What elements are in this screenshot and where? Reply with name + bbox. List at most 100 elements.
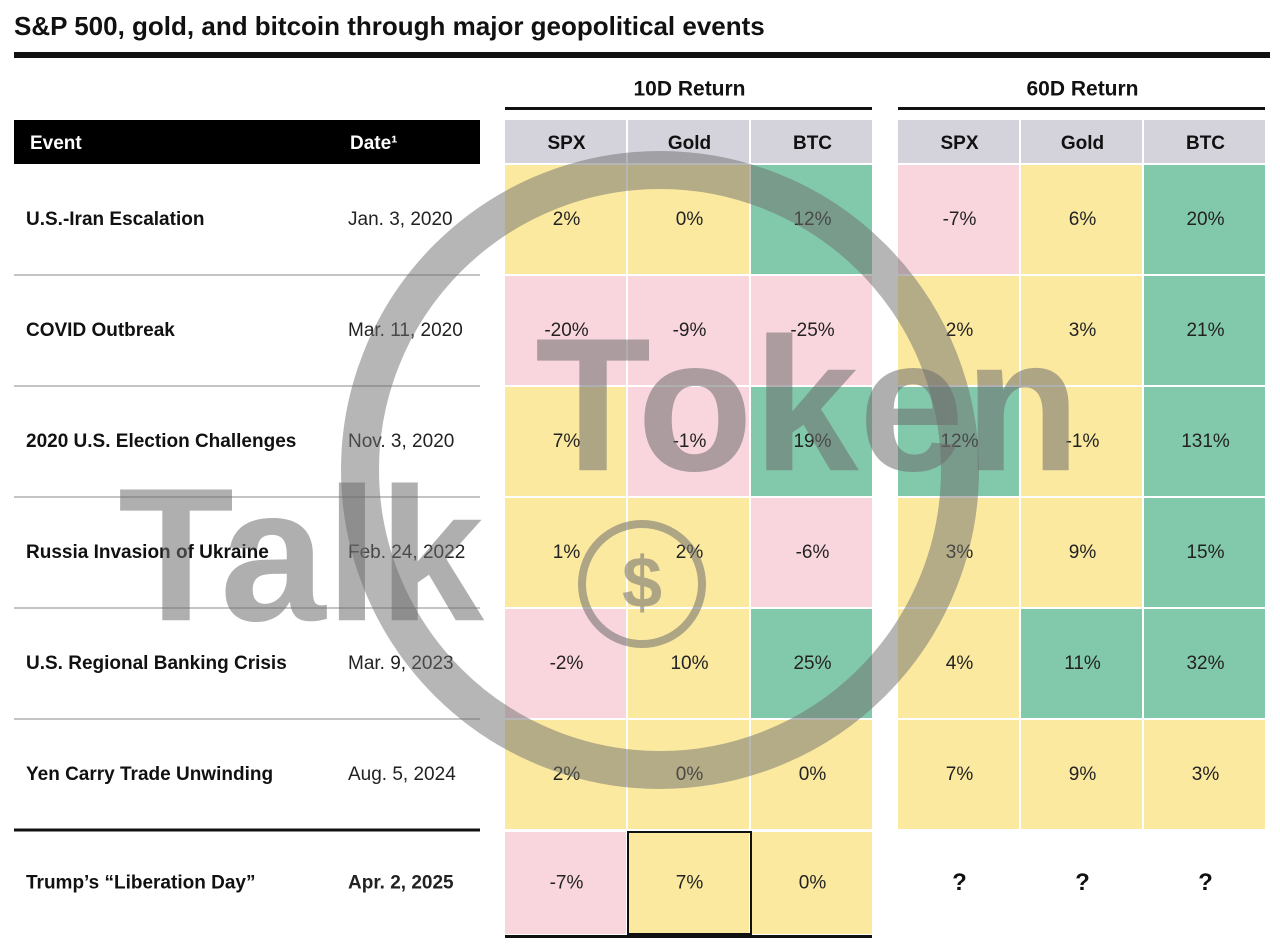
column-header-bg [1144, 120, 1265, 163]
event-name: U.S. Regional Banking Crisis [26, 653, 287, 674]
cell-value: 3% [1192, 764, 1220, 785]
cell-value: 131% [1181, 431, 1230, 452]
event-name: Yen Carry Trade Unwinding [26, 764, 273, 785]
cell-bg [505, 276, 626, 385]
event-date: Aug. 5, 2024 [348, 764, 456, 785]
cell-value: 2% [946, 320, 974, 341]
cell-bg [505, 387, 626, 496]
cell-value: -2% [550, 653, 584, 674]
cell-bg [1144, 609, 1265, 718]
cell-bg [628, 387, 749, 496]
column-header: Gold [668, 133, 711, 154]
title: S&P 500, gold, and bitcoin through major… [14, 11, 765, 41]
column-header: SPX [547, 133, 585, 154]
cell-bg [1144, 832, 1265, 934]
cell-value: ? [1198, 869, 1213, 896]
cell-value: 7% [553, 431, 581, 452]
header-date: Date¹ [350, 133, 398, 154]
cell-bg [1144, 165, 1265, 274]
cell-bg [1021, 720, 1142, 829]
cell-bg [1021, 387, 1142, 496]
cell-value: 11% [1064, 653, 1101, 674]
cell-value: 3% [1069, 320, 1097, 341]
cell-bg [628, 276, 749, 385]
watermark-text: Talk [118, 449, 484, 661]
cell-value: 1% [553, 542, 581, 563]
cell-value: ? [952, 869, 967, 896]
cell-bg [1021, 832, 1142, 934]
cell-value: -20% [544, 320, 588, 341]
cell-bg [751, 276, 872, 385]
cell-value: -6% [796, 542, 830, 563]
header-event: Event [30, 133, 82, 154]
cell-bg [751, 832, 872, 934]
group-rule [505, 107, 872, 110]
cell-value: -25% [790, 320, 834, 341]
column-header-bg [751, 120, 872, 163]
cell-value: 0% [676, 209, 704, 230]
cell-bg [1144, 720, 1265, 829]
cell-value: 7% [676, 873, 704, 894]
event-name: Trump’s “Liberation Day” [26, 873, 255, 894]
cell-bg [898, 832, 1019, 934]
watermark-coin [578, 520, 706, 648]
cell-value: -7% [943, 209, 977, 230]
cell-value: 6% [1069, 209, 1097, 230]
cell-value: 9% [1069, 542, 1097, 563]
cell-bg [1021, 165, 1142, 274]
event-name: 2020 U.S. Election Challenges [26, 431, 296, 452]
column-header: BTC [793, 133, 832, 154]
event-date: Apr. 2, 2025 [348, 873, 454, 894]
cell-value: -1% [1066, 431, 1100, 452]
cell-bg [1144, 387, 1265, 496]
column-header: SPX [940, 133, 978, 154]
cell-value: 0% [799, 764, 827, 785]
header-bar [14, 120, 480, 164]
watermark-symbol: $ [622, 543, 662, 623]
cell-value: 19% [793, 431, 831, 452]
cell-bg [505, 832, 626, 934]
cell-value: -7% [550, 873, 584, 894]
cell-value: 20% [1186, 209, 1224, 230]
event-name: Russia Invasion of Ukraine [26, 542, 269, 563]
cell-bg [898, 165, 1019, 274]
group-rule [898, 107, 1265, 110]
cell-bg [1144, 276, 1265, 385]
cell-value: 10% [670, 653, 708, 674]
highlight-box [627, 831, 752, 935]
watermark-ring [341, 151, 979, 789]
cell-value: 15% [1186, 542, 1224, 563]
cell-bg [898, 720, 1019, 829]
cell-value: 2% [553, 209, 581, 230]
group-header: 60D Return [1026, 78, 1138, 101]
column-header: BTC [1186, 133, 1225, 154]
cell-value: 21% [1186, 320, 1224, 341]
cell-value: 9% [1069, 764, 1097, 785]
title-rule [14, 52, 1270, 58]
cell-bg [751, 387, 872, 496]
cell-value: -9% [673, 320, 707, 341]
bottom-rule [505, 935, 872, 938]
cell-value: ? [1075, 869, 1090, 896]
cell-value: 32% [1186, 653, 1224, 674]
cell-value: 0% [799, 873, 827, 894]
cell-bg [1021, 498, 1142, 607]
cell-value: 7% [946, 764, 974, 785]
cell-bg [1144, 498, 1265, 607]
column-header-bg [898, 120, 1019, 163]
cell-bg [751, 498, 872, 607]
event-name: COVID Outbreak [26, 320, 175, 341]
group-header: 10D Return [633, 78, 745, 101]
column-header: Gold [1061, 133, 1104, 154]
watermark-text: Token [535, 299, 1080, 511]
cell-value: 25% [793, 653, 831, 674]
event-date: Jan. 3, 2020 [348, 209, 453, 230]
column-header-bg [1021, 120, 1142, 163]
cell-bg [1021, 609, 1142, 718]
cell-value: -1% [673, 431, 707, 452]
cell-bg [628, 832, 749, 934]
cell-bg [505, 498, 626, 607]
cell-bg [1021, 276, 1142, 385]
cell-value: 4% [946, 653, 974, 674]
